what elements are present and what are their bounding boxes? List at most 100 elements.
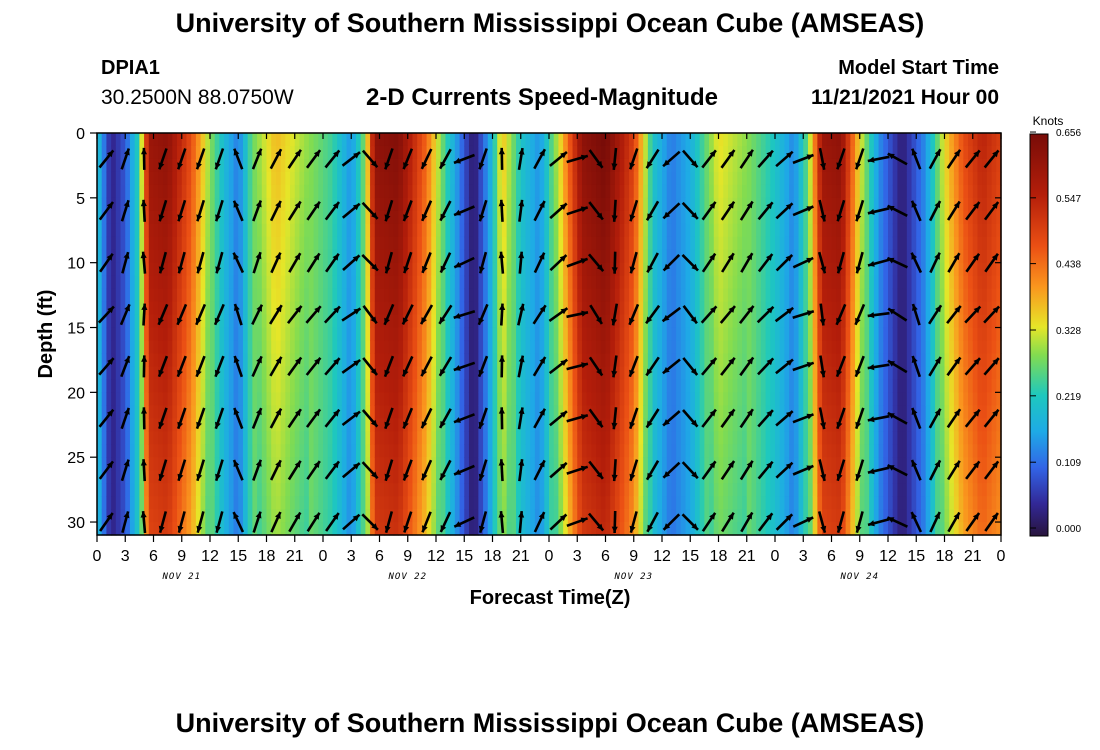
model-start-value: 11/21/2021 Hour 00 <box>811 86 999 109</box>
heat-cell <box>680 340 687 355</box>
heat-cell <box>365 392 371 406</box>
heat-cell <box>379 483 385 497</box>
heat-cell <box>614 288 621 303</box>
heat-cell <box>337 249 343 264</box>
heat-cell <box>238 133 244 147</box>
heat-cell <box>417 210 423 225</box>
heat-cell <box>210 314 216 329</box>
heat-cell <box>525 301 531 316</box>
heat-cell <box>115 197 122 212</box>
heat-cell <box>497 379 503 393</box>
heat-cell <box>577 314 583 329</box>
heat-cell <box>817 314 823 329</box>
heat-cell <box>365 496 371 510</box>
heat-cell <box>115 340 122 355</box>
heat-cell <box>294 392 301 406</box>
heat-cell <box>506 431 512 445</box>
heat-cell <box>252 145 258 160</box>
heat-cell <box>840 366 847 380</box>
heat-cell <box>591 509 597 523</box>
heat-cell <box>318 210 324 225</box>
heat-cell <box>666 418 673 432</box>
heat-cell <box>567 314 574 329</box>
heat-cell <box>516 496 522 510</box>
heat-cell <box>186 444 192 458</box>
heat-cell <box>144 133 150 147</box>
heat-cell <box>492 496 498 510</box>
heat-cell <box>172 457 178 471</box>
heat-cell <box>393 314 399 329</box>
heat-cell <box>290 145 296 160</box>
heat-cell <box>468 509 475 523</box>
heat-cell <box>840 431 847 445</box>
heat-cell <box>129 457 136 471</box>
heat-cell <box>247 210 253 225</box>
heat-cell <box>454 522 461 536</box>
heat-cell <box>431 483 437 497</box>
heat-cell <box>393 210 399 225</box>
heat-cell <box>323 496 329 510</box>
heat-cell <box>657 171 663 186</box>
heat-cell <box>676 223 682 238</box>
heat-cell <box>836 509 842 523</box>
heat-cell <box>619 496 625 510</box>
heat-cell <box>417 405 423 419</box>
heat-cell <box>666 275 673 290</box>
heat-cell <box>812 171 818 186</box>
heat-cell <box>205 223 211 238</box>
heat-cell <box>313 236 319 251</box>
heat-cell <box>115 483 122 497</box>
heat-cell <box>534 366 541 380</box>
heat-cell <box>332 223 338 238</box>
heat-cell <box>210 340 216 355</box>
heat-cell <box>525 431 531 445</box>
heat-cell <box>751 314 757 329</box>
heat-cell <box>845 210 851 225</box>
heat-cell <box>454 171 461 186</box>
heat-cell <box>431 418 437 432</box>
heat-cell <box>162 314 169 329</box>
heat-cell <box>553 171 560 186</box>
heat-cell <box>614 418 621 432</box>
heat-cell <box>242 444 249 458</box>
heat-cell <box>775 405 781 419</box>
heat-cell <box>257 223 263 238</box>
heat-cell <box>775 288 781 303</box>
heat-cell <box>704 379 710 393</box>
heat-cell <box>506 171 512 186</box>
heat-cell <box>101 262 108 277</box>
heat-cell <box>784 496 790 510</box>
heat-cell <box>789 184 795 199</box>
heat-cell <box>459 379 465 393</box>
heat-cell <box>332 236 338 251</box>
heat-cell <box>436 379 442 393</box>
heat-cell <box>572 184 578 199</box>
heat-cell <box>332 392 338 406</box>
heat-cell <box>492 301 498 316</box>
heat-cell <box>210 353 216 368</box>
heat-cell <box>299 171 305 186</box>
heat-cell <box>129 133 136 147</box>
heat-cell <box>633 418 640 432</box>
heat-cell <box>261 184 268 199</box>
heat-cell <box>346 262 352 277</box>
heat-cell <box>351 418 357 432</box>
heat-cell <box>727 223 734 238</box>
heat-cell <box>492 379 498 393</box>
heat-cell <box>610 197 616 212</box>
heat-cell <box>271 327 277 342</box>
heat-cell <box>346 236 352 251</box>
heat-cell <box>709 470 715 484</box>
heat-cell <box>600 223 607 238</box>
heat-cell <box>478 288 484 303</box>
heat-cell <box>553 158 560 173</box>
heat-cell <box>516 340 522 355</box>
heat-cell <box>704 145 710 160</box>
heat-cell <box>662 314 668 329</box>
heat-cell <box>671 288 677 303</box>
heat-cell <box>417 379 423 393</box>
heat-cell <box>280 392 286 406</box>
heat-cell <box>605 171 611 186</box>
heat-cell <box>219 158 225 173</box>
heat-cell <box>732 301 738 316</box>
